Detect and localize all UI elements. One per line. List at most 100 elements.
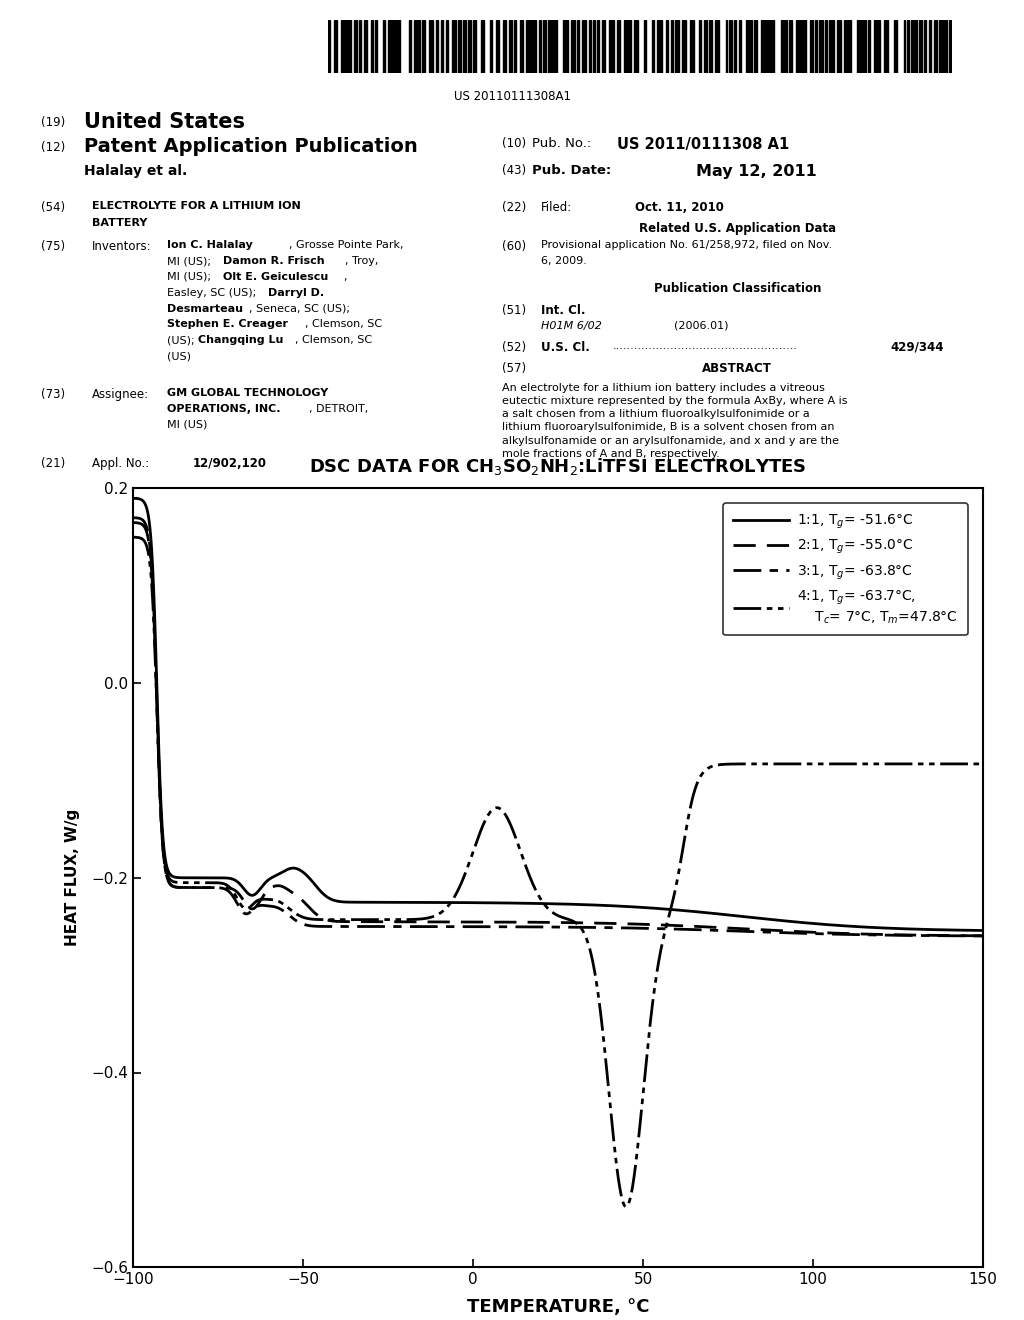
Bar	[734, 20, 736, 73]
Bar	[945, 20, 947, 73]
Text: Appl. No.:: Appl. No.:	[92, 457, 150, 470]
Text: US 20110111308A1: US 20110111308A1	[454, 90, 570, 103]
Text: (21): (21)	[41, 457, 66, 470]
Bar	[383, 20, 385, 73]
Bar	[375, 20, 377, 73]
Bar	[597, 20, 599, 73]
Bar	[503, 20, 506, 73]
Text: 429/344: 429/344	[891, 341, 944, 354]
Bar	[884, 20, 888, 73]
Bar	[468, 20, 471, 73]
Bar	[440, 20, 442, 73]
Bar	[358, 20, 360, 73]
Bar	[429, 20, 432, 73]
Bar	[593, 20, 595, 73]
Text: OPERATIONS, INC.: OPERATIONS, INC.	[167, 404, 281, 414]
Text: (43): (43)	[502, 164, 526, 177]
Bar	[548, 20, 557, 73]
Text: Darryl D.: Darryl D.	[268, 288, 325, 298]
Bar	[422, 20, 425, 73]
Bar	[372, 20, 374, 73]
Bar	[570, 20, 575, 73]
Text: , Clemson, SC: , Clemson, SC	[305, 319, 382, 330]
Text: Desmarteau: Desmarteau	[167, 304, 243, 314]
Bar	[480, 20, 484, 73]
Bar	[803, 20, 806, 73]
Text: Patent Application Publication: Patent Application Publication	[84, 137, 418, 156]
Bar	[848, 20, 851, 73]
Text: Oct. 11, 2010: Oct. 11, 2010	[635, 201, 724, 214]
Bar	[388, 20, 394, 73]
Text: (US): (US)	[167, 351, 190, 362]
Text: 12/902,120: 12/902,120	[193, 457, 266, 470]
Bar	[452, 20, 457, 73]
Bar	[514, 20, 516, 73]
Bar	[903, 20, 905, 73]
Text: ABSTRACT: ABSTRACT	[702, 362, 772, 375]
Text: Provisional application No. 61/258,972, filed on Nov.: Provisional application No. 61/258,972, …	[541, 240, 831, 251]
Bar	[709, 20, 712, 73]
Text: (52): (52)	[502, 341, 526, 354]
Bar	[929, 20, 931, 73]
Bar	[911, 20, 918, 73]
Text: MI (US): MI (US)	[167, 420, 207, 430]
Bar	[797, 20, 801, 73]
Bar	[949, 20, 951, 73]
Text: Publication Classification: Publication Classification	[653, 282, 821, 296]
Text: Easley, SC (US);: Easley, SC (US);	[167, 288, 260, 298]
Bar	[857, 20, 866, 73]
Bar	[652, 20, 654, 73]
Bar	[739, 20, 741, 73]
Bar	[726, 20, 727, 73]
Bar	[920, 20, 923, 73]
Text: (60): (60)	[502, 240, 526, 253]
Bar	[838, 20, 841, 73]
Bar	[672, 20, 673, 73]
Bar	[414, 20, 420, 73]
Text: (19): (19)	[41, 116, 66, 129]
Bar	[539, 20, 541, 73]
Bar	[907, 20, 909, 73]
Bar	[354, 20, 357, 73]
Bar	[543, 20, 546, 73]
Bar	[634, 20, 638, 73]
Bar	[828, 20, 830, 73]
Bar	[818, 20, 823, 73]
Text: Stephen E. Creager: Stephen E. Creager	[167, 319, 288, 330]
Bar	[364, 20, 367, 73]
Text: US 2011/0111308 A1: US 2011/0111308 A1	[617, 137, 790, 152]
Text: H01M 6/02: H01M 6/02	[541, 321, 601, 331]
Bar	[745, 20, 752, 73]
Text: (2006.01): (2006.01)	[674, 321, 728, 331]
Text: Related U.S. Application Data: Related U.S. Application Data	[639, 222, 836, 235]
Text: BATTERY: BATTERY	[92, 218, 147, 228]
Bar	[602, 20, 605, 73]
Title: DSC DATA FOR CH$_3$SO$_2$NH$_2$:LiTFSI ELECTROLYTES: DSC DATA FOR CH$_3$SO$_2$NH$_2$:LiTFSI E…	[309, 455, 807, 477]
Text: (54): (54)	[41, 201, 66, 214]
Bar	[894, 20, 897, 73]
Text: Inventors:: Inventors:	[92, 240, 152, 253]
Text: , Troy,: , Troy,	[345, 256, 379, 267]
Text: MI (US);: MI (US);	[167, 256, 214, 267]
Bar	[698, 20, 700, 73]
Text: Changqing Lu: Changqing Lu	[198, 335, 283, 346]
Bar	[939, 20, 943, 73]
X-axis label: TEMPERATURE, °C: TEMPERATURE, °C	[467, 1298, 649, 1316]
Text: (10): (10)	[502, 137, 526, 150]
Bar	[334, 20, 337, 73]
Text: Assignee:: Assignee:	[92, 388, 150, 401]
Bar	[715, 20, 719, 73]
Bar	[703, 20, 707, 73]
Text: Ion C. Halalay: Ion C. Halalay	[167, 240, 253, 251]
Bar	[396, 20, 399, 73]
Bar	[458, 20, 462, 73]
Bar	[833, 20, 835, 73]
Text: An electrolyte for a lithium ion battery includes a vitreous
eutectic mixture re: An electrolyte for a lithium ion battery…	[502, 383, 847, 459]
Bar	[844, 20, 846, 73]
Text: MI (US);: MI (US);	[167, 272, 214, 282]
Text: Halalay et al.: Halalay et al.	[84, 164, 187, 178]
Text: Pub. Date:: Pub. Date:	[532, 164, 611, 177]
Text: , Clemson, SC: , Clemson, SC	[295, 335, 372, 346]
Bar	[436, 20, 437, 73]
Bar	[874, 20, 881, 73]
